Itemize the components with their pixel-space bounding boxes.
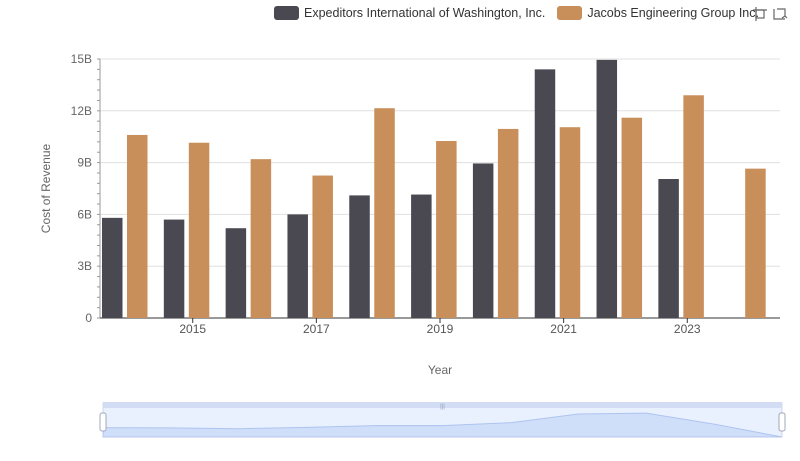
bar[interactable] [497,128,519,318]
bar[interactable] [225,228,247,318]
y-axis-title: Cost of Revenue [39,143,53,233]
bar[interactable] [163,219,185,318]
bar[interactable] [312,175,333,318]
bar[interactable] [596,59,618,318]
bar[interactable] [658,179,679,318]
datazoom-series-shape [102,412,783,438]
y-tick-label: 6B [77,207,92,221]
y-tick-label: 9B [77,156,92,170]
x-tick-label: 2019 [427,322,454,336]
legend-item[interactable]: Jacobs Engineering Group Inc. [557,6,759,20]
bar[interactable] [287,214,308,318]
data-zoom-icon[interactable] [752,6,768,22]
y-tick-label: 0 [85,311,92,325]
datazoom-selection[interactable] [103,403,782,437]
datazoom-handle-right[interactable] [778,412,786,432]
legend-label: Jacobs Engineering Group Inc. [587,6,759,20]
bar[interactable] [621,117,643,318]
bar[interactable] [374,108,395,319]
bar[interactable] [472,163,494,318]
legend-swatch [274,6,299,20]
legend-swatch [557,6,583,20]
bar[interactable] [436,141,457,318]
datazoom-grip-icon: ||| [440,404,445,410]
x-tick-label: 2021 [550,322,577,336]
bar[interactable] [559,127,581,318]
bar[interactable] [349,195,370,318]
bar[interactable] [745,168,766,318]
x-axis-title: Year [428,363,452,377]
datazoom-move-bar[interactable] [103,402,782,408]
y-tick-label: 12B [71,104,92,118]
bar[interactable] [534,69,556,318]
bar[interactable] [250,159,272,318]
bar[interactable] [683,95,704,318]
legend-label: Expeditors International of Washington, … [304,6,546,20]
y-tick-label: 15B [71,52,92,66]
datazoom-handle-left[interactable] [99,412,107,432]
x-tick-label: 2017 [303,322,330,336]
bar[interactable] [127,134,148,318]
x-tick-label: 2023 [674,322,701,336]
bar[interactable] [188,142,210,318]
y-tick-label: 3B [77,259,92,273]
bar[interactable] [411,194,432,318]
zoom-reset-icon[interactable] [772,6,788,22]
toolbox [748,6,788,22]
bar[interactable] [102,217,123,318]
legend: Expeditors International of Washington, … [274,4,771,22]
x-tick-label: 2015 [179,322,206,336]
legend-item[interactable]: Expeditors International of Washington, … [274,6,545,20]
